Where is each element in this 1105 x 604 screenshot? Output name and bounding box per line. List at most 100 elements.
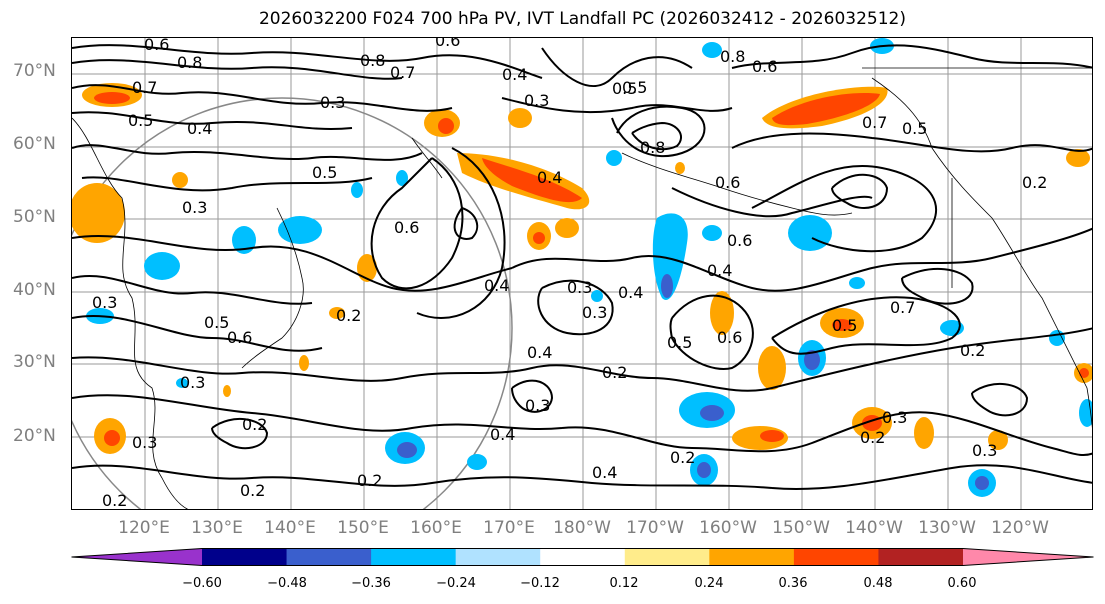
contour-label: 0.3 — [882, 408, 907, 427]
contour-label: 0.2 — [240, 481, 265, 500]
contour-label: 0.5 — [612, 79, 637, 98]
region-circle — [72, 97, 513, 509]
map-panel: 0.6 0.8 0.7 0.5 0.4 0.3 0.8 0.6 0.4 0.7 … — [71, 37, 1093, 510]
contour-label: 0.8 — [720, 47, 745, 66]
contour-label: 0.3 — [320, 93, 345, 112]
contour-label: 0.2 — [670, 448, 695, 467]
lon-label: 130°W — [918, 518, 976, 538]
contour-label: 0.4 — [527, 343, 552, 362]
colorbar-tick: −0.48 — [267, 576, 307, 591]
contour-label: 0.4 — [490, 425, 515, 444]
contour-label: 0.6 — [752, 57, 777, 76]
contour-label: 0.6 — [144, 38, 169, 54]
contour-label: 0.5 — [622, 78, 647, 97]
map-plot: 0.6 0.8 0.7 0.5 0.4 0.3 0.8 0.6 0.4 0.7 … — [72, 38, 1092, 510]
contour-label: 0.5 — [902, 119, 927, 138]
pv-contours — [72, 44, 1092, 490]
graticule — [72, 38, 1092, 509]
contour-label: 0.2 — [357, 471, 382, 490]
colorbar-tick: −0.60 — [182, 576, 222, 591]
negative-pv-regions — [86, 38, 1092, 497]
contour-label: 0.3 — [92, 293, 117, 312]
contour-label: 0.4 — [707, 261, 732, 280]
colorbar-tick: 0.36 — [778, 576, 808, 591]
colorbar-segment — [793, 548, 879, 566]
contour-label: 0.6 — [394, 218, 419, 237]
colorbar-segment — [878, 548, 964, 566]
positive-pv-regions — [72, 83, 1092, 454]
contour-label: 0.2 — [102, 491, 127, 510]
lon-label: 180°W — [553, 518, 611, 538]
colorbar-tick: −0.36 — [351, 576, 391, 591]
contour-label: 0.4 — [502, 65, 527, 84]
lon-label: 160°E — [410, 518, 462, 538]
lon-label: 120°W — [991, 518, 1049, 538]
contour-label: 0.3 — [525, 396, 550, 415]
lat-label: 30°N — [13, 352, 56, 372]
lon-label: 140°W — [845, 518, 903, 538]
lat-label: 40°N — [13, 280, 56, 300]
contour-label: 0.6 — [715, 173, 740, 192]
coastlines — [72, 67, 1092, 509]
contour-label: 0.6 — [227, 328, 252, 347]
contour-label: 0.3 — [180, 373, 205, 392]
contour-label: 0.3 — [524, 91, 549, 110]
contour-label: 0.4 — [618, 283, 643, 302]
contour-label: 0.7 — [132, 78, 157, 97]
contour-label: 0.4 — [592, 463, 617, 482]
contour-label: 0.6 — [727, 231, 752, 250]
contour-label: 0.3 — [582, 303, 607, 322]
colorbar-segment — [455, 548, 541, 566]
contour-label: 0.2 — [860, 428, 885, 447]
contour-label: 0.4 — [484, 276, 509, 295]
lon-label: 160°W — [699, 518, 757, 538]
contour-label: 0.6 — [717, 328, 742, 347]
colorbar-segment — [286, 548, 372, 566]
lat-label: 70°N — [13, 61, 56, 81]
contour-label: 0.2 — [336, 306, 361, 325]
colorbar-segment — [963, 548, 1094, 566]
lon-label: 130°E — [191, 518, 243, 538]
contour-label: 0.2 — [1022, 173, 1047, 192]
contour-label: 0.3 — [182, 198, 207, 217]
contour-label: 0.6 — [435, 38, 460, 50]
colorbar-segment — [709, 548, 795, 566]
lon-label: 170°E — [483, 518, 535, 538]
contour-label: 0.4 — [537, 168, 562, 187]
lat-label: 60°N — [13, 134, 56, 154]
contour-label: 0.7 — [890, 298, 915, 317]
contour-label: 0.3 — [132, 433, 157, 452]
lat-label: 50°N — [13, 207, 56, 227]
colorbar-tick: −0.12 — [520, 576, 560, 591]
contour-label: 0.5 — [667, 333, 692, 352]
lon-label: 140°E — [264, 518, 316, 538]
contour-label: 0.2 — [602, 363, 627, 382]
contour-label: 0.8 — [360, 51, 385, 70]
contour-label: 0.8 — [640, 138, 665, 157]
map-title: 2026032200 F024 700 hPa PV, IVT Landfall… — [258, 9, 906, 29]
lon-label: 150°E — [337, 518, 389, 538]
contour-label: 0.5 — [312, 163, 337, 182]
colorbar-segment — [371, 548, 457, 566]
lon-label: 120°E — [118, 518, 170, 538]
contour-labels: 0.6 0.8 0.7 0.5 0.4 0.3 0.8 0.6 0.4 0.7 … — [92, 38, 1047, 510]
contour-label: 0.7 — [862, 113, 887, 132]
colorbar-tick: −0.24 — [436, 576, 476, 591]
lon-label: 170°W — [626, 518, 684, 538]
colorbar-segment — [540, 548, 626, 566]
colorbar-tick: 0.12 — [609, 576, 639, 591]
lon-label: 150°W — [772, 518, 830, 538]
colorbar-segment — [624, 548, 710, 566]
colorbar-segment — [202, 548, 288, 566]
colorbar-segment — [71, 548, 202, 566]
contour-label: 0.5 — [128, 111, 153, 130]
colorbar — [71, 548, 1094, 566]
colorbar-tick: 0.60 — [947, 576, 977, 591]
contour-label: 0.5 — [832, 316, 857, 335]
colorbar-tick: 0.24 — [694, 576, 724, 591]
lat-label: 20°N — [13, 426, 56, 446]
contour-label: 0.3 — [567, 278, 592, 297]
contour-label: 0.4 — [187, 119, 212, 138]
contour-label: 0.7 — [390, 63, 415, 82]
contour-label: 0.2 — [242, 415, 267, 434]
